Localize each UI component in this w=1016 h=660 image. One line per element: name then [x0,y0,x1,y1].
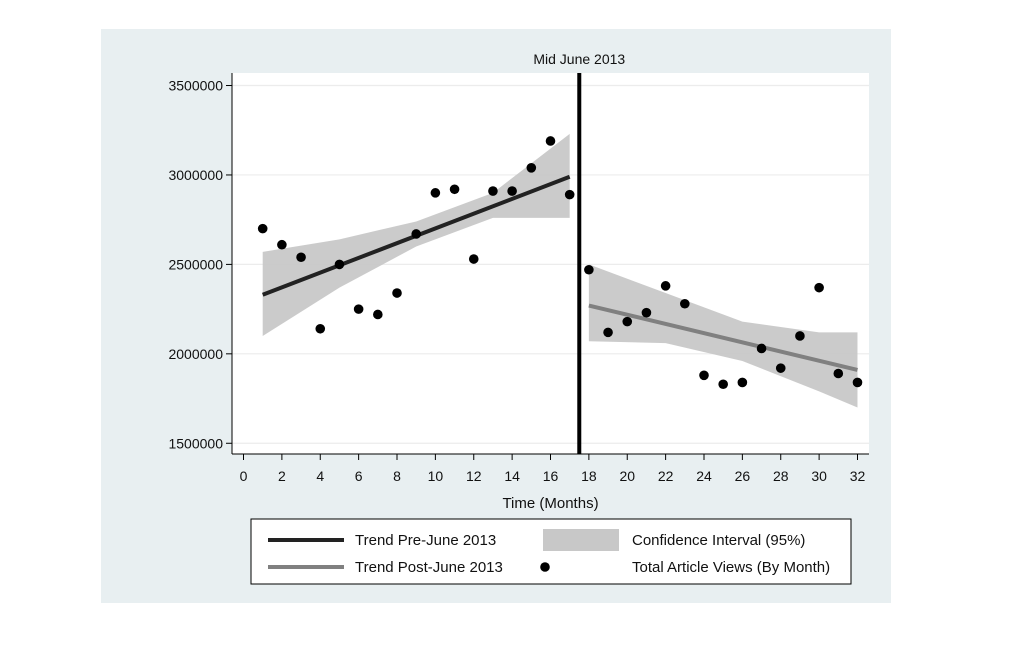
legend-label: Total Article Views (By Month) [632,559,830,576]
x-tick-label: 12 [466,468,482,484]
data-point [775,363,786,373]
legend-label: Confidence Interval (95%) [632,532,805,549]
x-tick-label: 20 [619,468,635,484]
x-tick-label: 14 [504,468,520,484]
event-marker: Mid June 2013 [533,51,625,454]
x-tick-label: 22 [658,468,674,484]
data-point [507,186,517,196]
y-tick-label: 3500000 [168,78,223,94]
data-point [430,188,441,198]
data-point [468,254,479,264]
data-point [699,370,709,381]
data-point [488,186,498,196]
x-tick-label: 0 [240,468,248,484]
x-tick-label: 4 [316,468,324,484]
data-point [584,264,594,275]
data-point [564,189,575,200]
data-point [756,343,767,354]
data-point [603,327,613,338]
data-point [814,282,824,293]
legend-swatch-dot [540,562,550,572]
legend-label: Trend Pre-June 2013 [355,532,496,549]
data-point [526,163,537,173]
trend-line-post [588,303,858,372]
data-point [852,377,863,388]
data-point [373,309,383,320]
x-tick-label: 6 [355,468,363,484]
legend: Trend Pre-June 2013 Confidence Interval (… [250,518,852,585]
data-point [622,316,633,327]
data-point [411,229,421,239]
data-point [833,368,844,379]
data-point [257,223,268,234]
data-point [392,288,402,298]
legend-label: Trend Post-June 2013 [355,559,503,576]
data-point [545,136,556,146]
y-tick-label: 1500000 [168,435,223,451]
data-point [795,331,805,341]
data-point [315,323,326,334]
x-tick-label: 28 [773,468,789,484]
y-tick-label: 3000000 [168,167,223,183]
data-points [257,136,863,390]
x-tick-label: 24 [696,468,712,484]
data-point [718,379,728,390]
legend-swatch-area [543,529,619,551]
data-point [353,304,364,314]
x-axis-ticks: 0 2 4 6 8 10 12 14 16 18 20 22 24 26 28 30 32 [240,454,866,484]
x-tick-label: 26 [735,468,751,484]
x-tick-label: 8 [393,468,401,484]
x-tick-label: 10 [428,468,444,484]
data-point [277,239,287,250]
x-tick-label: 30 [811,468,827,484]
data-point [737,377,748,388]
y-axis-ticks: 1500000 2000000 2500000 3000000 3500000 [168,78,232,451]
x-axis-title: Time (Months) [502,495,598,512]
data-point [641,307,652,318]
y-tick-label: 2500000 [168,256,223,272]
x-tick-label: 18 [581,468,597,484]
data-point [334,259,345,270]
data-point [660,281,671,291]
data-point [449,184,460,195]
event-label: Mid June 2013 [533,51,625,67]
x-tick-label: 16 [543,468,559,484]
y-tick-label: 2000000 [168,346,223,362]
x-tick-label: 2 [278,468,286,484]
data-point [296,252,306,263]
data-point [680,298,690,309]
x-tick-label: 32 [850,468,866,484]
